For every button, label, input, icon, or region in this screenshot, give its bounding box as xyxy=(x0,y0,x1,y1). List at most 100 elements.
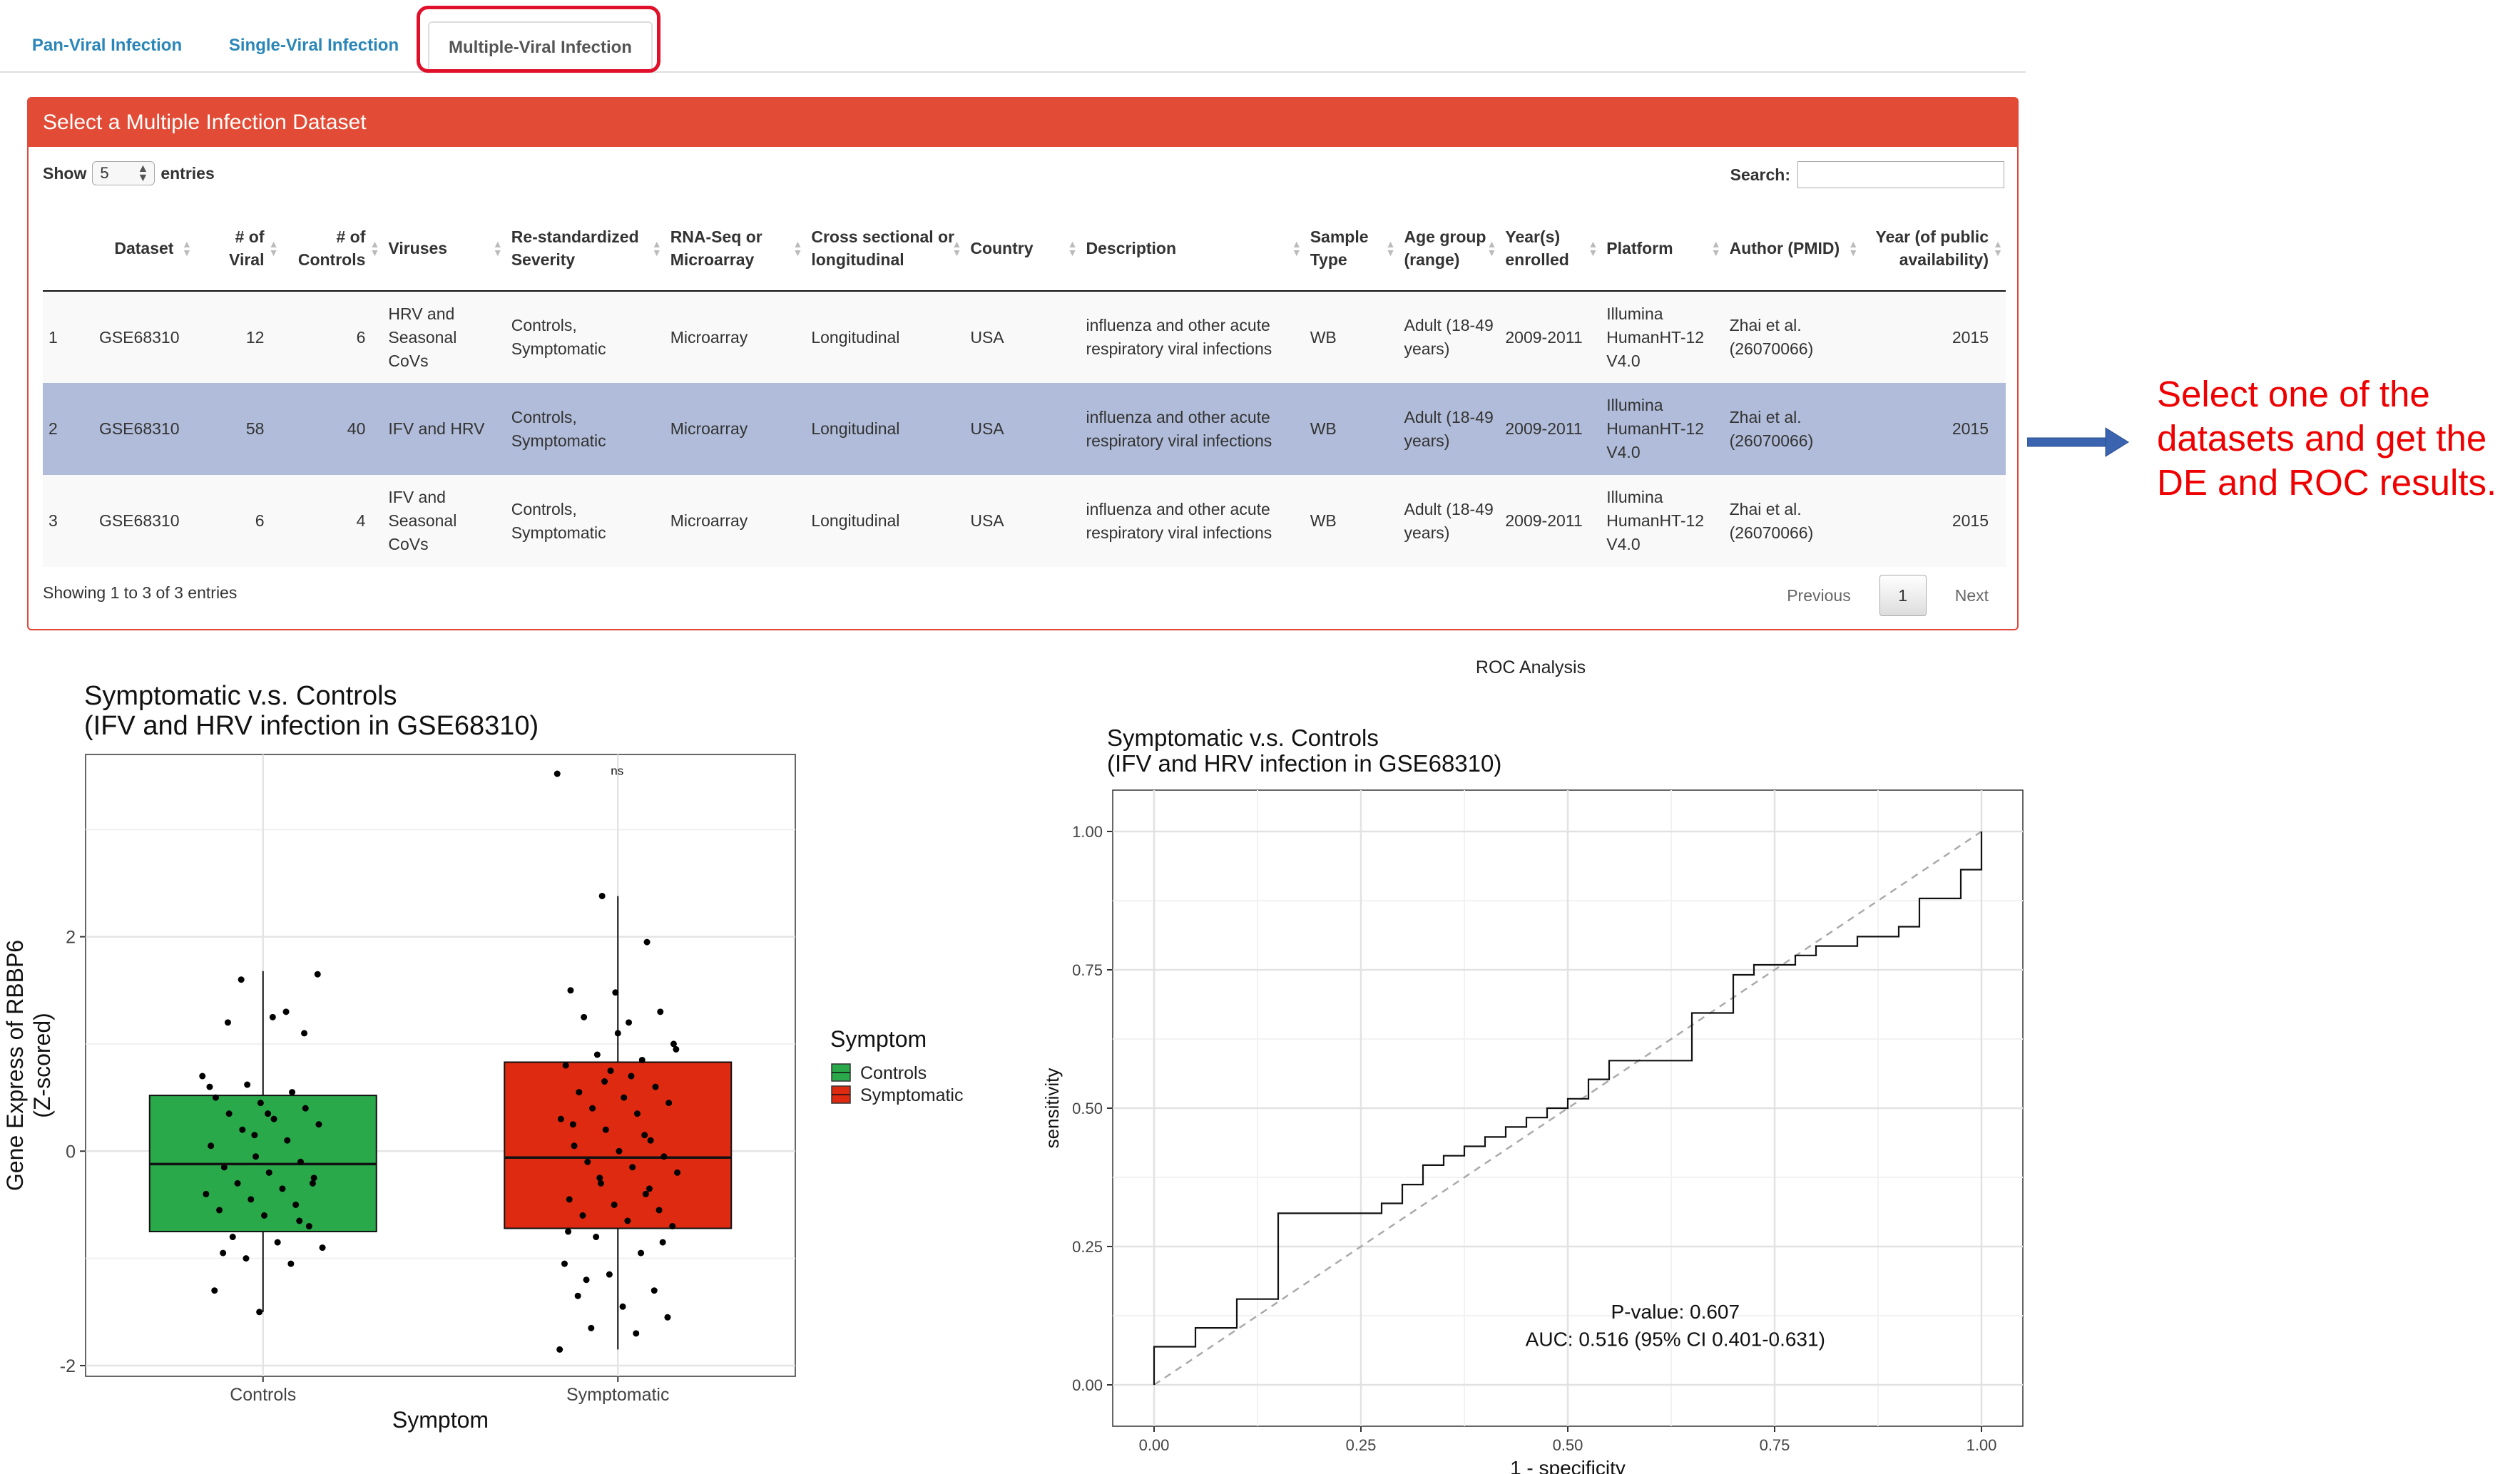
sort-arrows-icon: ▲ ▼ xyxy=(1993,237,2003,258)
data-point xyxy=(593,1234,600,1241)
y-axis-title: Gene Express of RBBP6 (Z-scored) xyxy=(2,940,55,1191)
table-cell: IFV and Seasonal CoVs xyxy=(382,475,506,567)
data-point xyxy=(657,1008,664,1015)
data-point xyxy=(611,1201,618,1208)
table-cell: 40 xyxy=(281,383,383,475)
column-header[interactable]: Viruses ▲ ▼ xyxy=(382,205,506,292)
table-cell: 58 xyxy=(194,383,282,475)
data-point xyxy=(557,1115,564,1122)
data-point xyxy=(224,1019,231,1026)
x-axis-title: 1 - specificity xyxy=(1510,1457,1626,1474)
table-cell: Microarray xyxy=(664,291,806,383)
data-point xyxy=(576,1089,583,1096)
table-row[interactable]: 3 GSE68310 6 4 IFV and Seasonal CoVs Controls… xyxy=(43,475,2006,567)
column-header[interactable]: # of Viral ▲ ▼ xyxy=(194,205,282,292)
data-point xyxy=(257,1100,264,1107)
data-point xyxy=(208,1142,215,1150)
data-point xyxy=(269,1013,276,1020)
table-cell: WB xyxy=(1304,291,1399,383)
table-cell: Zhai et al. (26070066) xyxy=(1723,475,1862,567)
box-rect xyxy=(504,1061,733,1229)
data-point xyxy=(279,1185,286,1192)
table-cell: USA xyxy=(964,291,1081,383)
column-header[interactable]: RNA-Seq or Microarray ▲ ▼ xyxy=(664,205,806,292)
results-charts: Symptomatic v.s. Controls (IFV and HRV in… xyxy=(2,657,2024,1474)
table-row[interactable]: 1 GSE68310 12 6 HRV and Seasonal CoVs Control… xyxy=(43,291,2006,383)
data-point xyxy=(220,1249,227,1257)
column-header[interactable]: Year(s) enrolled ▲ ▼ xyxy=(1499,205,1601,292)
table-cell: Adult (18-49 years) xyxy=(1398,383,1500,475)
column-header[interactable]: Author (PMID) ▲ ▼ xyxy=(1723,205,1862,292)
table-cell: GSE68310 xyxy=(93,291,195,383)
data-point xyxy=(292,1201,300,1208)
data-point xyxy=(660,1153,668,1160)
data-point xyxy=(251,1132,258,1139)
data-point xyxy=(225,1110,233,1117)
data-point xyxy=(641,1132,648,1139)
column-header-label: Viruses xyxy=(388,238,448,257)
column-header[interactable]: Cross sectional or longitudinal ▲ ▼ xyxy=(805,205,965,292)
data-point xyxy=(629,1164,636,1171)
table-cell: Microarray xyxy=(664,383,806,475)
p-value-label: P-value: 0.607 xyxy=(1611,1301,1740,1323)
column-header[interactable]: Description ▲ ▼ xyxy=(1080,205,1305,292)
column-header[interactable]: Re-standardized Severity ▲ ▼ xyxy=(505,205,665,292)
tab-single-viral[interactable]: Single-Viral Infection xyxy=(228,36,399,55)
roc-curve xyxy=(1153,831,1983,1385)
column-header[interactable]: Year (of public availability) ▲ ▼ xyxy=(1861,205,2006,292)
data-point xyxy=(301,1030,308,1037)
data-point xyxy=(260,1212,267,1219)
data-point xyxy=(669,1223,676,1230)
x-tick-label: 0.50 xyxy=(1553,1436,1583,1454)
sort-arrows-icon: ▲ ▼ xyxy=(369,237,380,258)
column-header[interactable]: Age group (range) ▲ ▼ xyxy=(1398,205,1500,292)
column-header[interactable]: Country ▲ ▼ xyxy=(964,205,1081,292)
page-1-button[interactable]: 1 xyxy=(1879,575,1927,616)
sort-arrows-icon: ▲ ▼ xyxy=(1486,237,1497,258)
data-point xyxy=(621,1094,628,1101)
column-header[interactable]: # of Controls ▲ ▼ xyxy=(281,205,383,292)
table-cell: Zhai et al. (26070066) xyxy=(1723,291,1862,383)
table-cell: 2009-2011 xyxy=(1499,475,1601,567)
column-header-label: Description xyxy=(1086,238,1177,257)
entries-select[interactable]: 5 ▲ ▼ xyxy=(92,161,155,185)
data-point xyxy=(569,1121,576,1128)
legend-title: Symptom xyxy=(830,1026,927,1052)
column-header-label: Year (of public availability) xyxy=(1875,227,1989,269)
table-cell: GSE68310 xyxy=(93,475,195,567)
roc-header: ROC Analysis xyxy=(1476,657,1586,677)
table-cell: IFV and HRV xyxy=(382,383,506,475)
panel-title: Select a Multiple Infection Dataset xyxy=(29,98,2017,147)
sort-arrows-icon: ▲ ▼ xyxy=(651,237,662,258)
x-tick-label: 0.25 xyxy=(1346,1436,1377,1454)
data-point xyxy=(597,1179,604,1187)
table-cell: 2015 xyxy=(1861,383,2006,475)
data-point xyxy=(646,1185,653,1192)
column-header[interactable]: Dataset ▲ ▼ xyxy=(93,205,195,292)
column-header[interactable]: Platform ▲ ▼ xyxy=(1601,205,1724,292)
legend-entry: Symptomatic xyxy=(860,1085,963,1105)
next-button[interactable]: Next xyxy=(1954,585,1989,605)
column-header-label: Author (PMID) xyxy=(1729,238,1840,257)
table-cell: WB xyxy=(1304,383,1399,475)
data-point xyxy=(319,1244,326,1252)
table-cell: USA xyxy=(964,475,1081,567)
data-point xyxy=(216,1207,223,1214)
table-cell: USA xyxy=(964,383,1081,475)
data-point xyxy=(638,1056,646,1063)
table-cell: 2009-2011 xyxy=(1499,383,1601,475)
search-input[interactable] xyxy=(1797,161,2004,188)
table-row[interactable]: 2 GSE68310 58 40 IFV and HRV Controls, Sympto… xyxy=(43,383,2006,475)
tab-bar: Pan-Viral Infection Single-Viral Infecti… xyxy=(0,0,2026,74)
y-axis-title-line: Gene Express of RBBP6 xyxy=(2,940,28,1191)
data-point xyxy=(234,1179,241,1187)
pagination: Previous 1 Next xyxy=(1765,575,2003,616)
tab-pan-viral[interactable]: Pan-Viral Infection xyxy=(31,36,183,55)
data-point xyxy=(203,1190,210,1197)
column-header[interactable]: Sample Type ▲ ▼ xyxy=(1304,205,1399,292)
data-point xyxy=(593,1051,601,1058)
previous-button[interactable]: Previous xyxy=(1787,585,1851,605)
tab-multiple-viral[interactable]: Multiple-Viral Infection xyxy=(428,21,653,74)
column-header-label: Dataset xyxy=(114,238,174,257)
x-tick-label: 0.00 xyxy=(1139,1436,1170,1454)
